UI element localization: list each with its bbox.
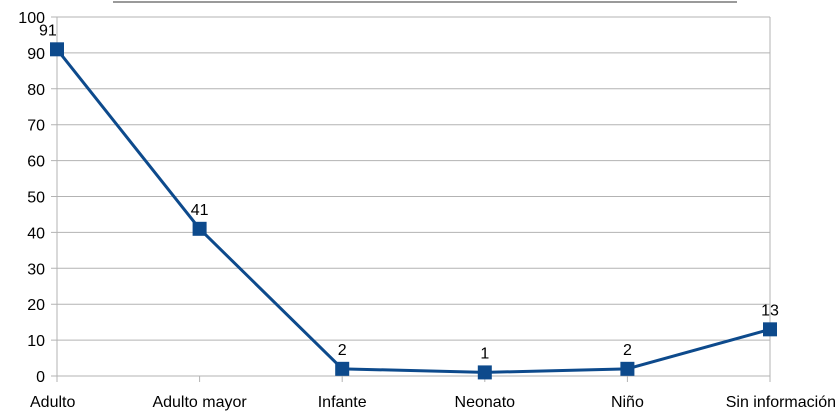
data-label: 41 xyxy=(191,202,209,219)
y-tick-label: 80 xyxy=(27,82,45,99)
data-label: 2 xyxy=(623,342,632,359)
series-layer xyxy=(50,42,777,380)
y-tick-label: 20 xyxy=(27,297,45,314)
data-label: 91 xyxy=(39,22,57,39)
data-point-marker xyxy=(192,221,207,236)
x-tick-label: Sin información xyxy=(726,394,836,411)
series-line xyxy=(55,48,771,374)
y-tick-label: 60 xyxy=(27,154,45,171)
y-axis-ticks: 0 10 20 30 40 50 60 70 80 90 100 xyxy=(18,10,45,386)
y-tick-label: 30 xyxy=(27,261,45,278)
y-tick-label: 50 xyxy=(27,190,45,207)
y-tick-label: 70 xyxy=(27,118,45,135)
x-tick-label: Niño xyxy=(611,394,644,411)
y-tick-label: 40 xyxy=(27,225,45,242)
x-tick-label: Infante xyxy=(318,394,367,411)
y-tick-label: 100 xyxy=(18,10,45,27)
x-tick-label: Neonato xyxy=(455,394,516,411)
gridlines xyxy=(51,16,771,382)
data-point-marker xyxy=(763,322,777,337)
x-tick-label: Adulto mayor xyxy=(152,394,247,411)
data-point-marker xyxy=(477,365,492,380)
x-axis-ticks: Adulto Adulto mayor Infante Neonato Niño Sin … xyxy=(30,376,836,411)
y-tick-label: 90 xyxy=(27,46,45,63)
data-label: 1 xyxy=(480,345,489,362)
data-labels: 91 41 2 1 2 13 xyxy=(39,22,779,362)
y-tick-label: 0 xyxy=(36,369,45,386)
data-point-marker xyxy=(50,42,64,57)
y-tick-label: 10 xyxy=(27,333,45,350)
data-point-marker xyxy=(620,361,635,376)
data-label: 2 xyxy=(338,342,347,359)
data-point-marker xyxy=(335,361,350,376)
data-label: 13 xyxy=(761,302,779,319)
x-tick-label: Adulto xyxy=(30,394,75,411)
